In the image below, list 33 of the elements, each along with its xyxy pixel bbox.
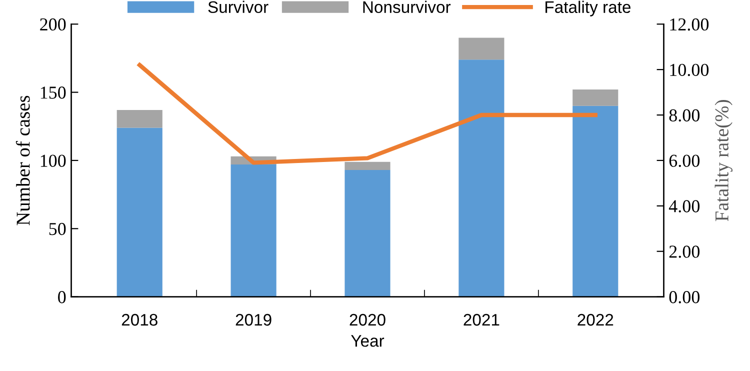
y2-tick-label: 2.00	[669, 246, 700, 258]
x-tick-label: 2022	[578, 314, 614, 326]
y-tick-label: 200	[40, 18, 66, 31]
bar	[458, 60, 504, 297]
x-tick-label: 2020	[350, 314, 386, 326]
y2-axis-title: Fatality rate(%)	[714, 100, 732, 222]
bar	[572, 106, 618, 297]
bar	[344, 162, 390, 170]
x-tick-label: 2018	[122, 314, 158, 326]
y-axis-title: Number of cases	[16, 96, 30, 226]
legend-label: Fatality rate	[546, 0, 630, 16]
bar	[116, 110, 162, 128]
x-tick-label: 2021	[464, 314, 500, 326]
y2-tick-label: 12.00	[670, 18, 709, 31]
y-tick-label: 150	[40, 86, 66, 99]
bar	[116, 128, 162, 297]
bar	[230, 164, 276, 297]
y-tick-label: 50	[49, 222, 66, 236]
bar	[572, 90, 618, 106]
bar	[458, 38, 504, 60]
legend-label: Nonsurvivor	[363, 0, 451, 14]
legend-label: Survivor	[208, 0, 268, 14]
y2-tick-label: 4.00	[668, 200, 700, 212]
y-tick-label: 100	[40, 154, 66, 167]
y2-tick-label: 0.00	[669, 291, 700, 304]
x-axis-title: Year	[351, 335, 384, 347]
x-tick-label: 2019	[236, 314, 272, 326]
y-tick-label: 0	[58, 291, 66, 304]
y2-tick-label: 10.00	[670, 64, 709, 76]
y2-tick-label: 6.00	[669, 154, 700, 167]
bar	[344, 170, 390, 297]
line-series	[138, 62, 598, 165]
y2-tick-label: 8.00	[669, 109, 700, 122]
